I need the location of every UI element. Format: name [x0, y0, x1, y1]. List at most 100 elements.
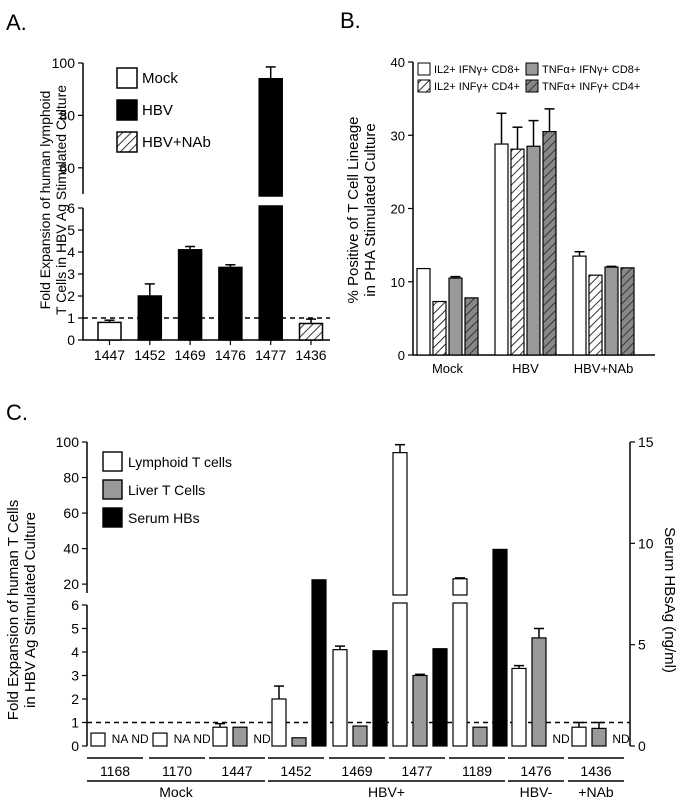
- panel-b-ytick-label: 30: [391, 128, 405, 143]
- panel-c-category-label: 1447: [221, 763, 252, 779]
- panel-b-plot: 0 10 20 30 40 Mock HBV HBV+NAb IL2+ IFNγ+ CD8+ IL…: [391, 55, 655, 376]
- panel-c-ylabel-1: Fold Expansion of human T Cells: [5, 500, 22, 720]
- bar-1452-0: [271, 698, 287, 747]
- bar-Mock-0: [416, 267, 431, 356]
- panel-a-ytick-label: 0: [67, 332, 75, 348]
- panel-b-ytick-label: 0: [398, 348, 405, 363]
- panel-c-group-label: HBV-: [520, 784, 553, 800]
- panel-c-category-label: 1469: [341, 763, 372, 779]
- panel-c-na-label: ND: [253, 732, 271, 746]
- panel-b-ylabel-1: % Positive of T Cell Lineage: [345, 116, 362, 303]
- bar-HBV-1: [510, 148, 525, 356]
- panel-c-category-label: 1477: [401, 763, 432, 779]
- bar-1452: [137, 295, 163, 341]
- bar-1452-1: [291, 737, 307, 747]
- panel-a-ylabel-2: T Cells in HBV Ag Stimulated Culture: [53, 85, 69, 315]
- bar-1189-1: [472, 726, 488, 747]
- panel-a-xtick-label: 1447: [94, 347, 125, 363]
- bar-HBV+NAb-3: [620, 267, 635, 356]
- panel-a-xtick-label: 1476: [215, 347, 246, 363]
- panel-c-na-label: ND: [552, 732, 570, 746]
- panel-c-na-label: ND: [193, 732, 211, 746]
- bar-1477-1: [412, 674, 428, 747]
- panel-c-legend-swatch: [102, 507, 123, 528]
- bar-HBV-2: [526, 145, 541, 356]
- panel-a-ylabel-1: Fold Expansion of human lymphoid: [37, 91, 53, 310]
- bar-1189-0-upper: [452, 578, 468, 596]
- panel-a-legend-swatch: [116, 131, 138, 153]
- panel-c-y2tick-label: 5: [638, 637, 646, 653]
- panel-c-category-label: 1452: [280, 763, 311, 779]
- bar-1469-0: [332, 649, 348, 747]
- panel-b-legend-swatch: [525, 62, 539, 76]
- bar-1452-2: [311, 579, 327, 747]
- panel-b-ytick-label: 20: [391, 202, 405, 217]
- panel-c-legend-swatch: [102, 479, 123, 500]
- bar-1436-0: [571, 726, 587, 747]
- bar-HBV-3: [542, 130, 557, 356]
- bar-1476-0: [511, 667, 527, 747]
- bar-1469-2: [372, 650, 388, 747]
- bar-1447-1: [232, 726, 248, 747]
- panel-a-legend-swatch: [116, 67, 138, 89]
- bar-1477-2: [432, 648, 448, 747]
- bar-1477-0-lower: [392, 602, 408, 747]
- bar-1189-2: [492, 548, 508, 747]
- bar-HBV+NAb-0: [572, 255, 587, 356]
- panel-c-ytick-label: 60: [63, 505, 79, 521]
- panel-c-group-label: +NAb: [578, 784, 614, 800]
- panel-c-ytick-label: 1: [71, 715, 79, 731]
- panel-b-ylabel-2: in PHA Stimulated Culture: [362, 123, 379, 296]
- bar-1436-1: [591, 727, 607, 747]
- panel-b-label: B.: [340, 8, 361, 33]
- panel-c-legend-label: Lymphoid T cells: [128, 454, 232, 470]
- panel-c-legend-swatch: [102, 451, 123, 472]
- bar-1469-1: [352, 725, 368, 747]
- panel-b-legend-label: TNFα+ INFγ+ CD4+: [542, 81, 640, 93]
- bar-1170-0: [152, 732, 168, 747]
- panel-a-legend-label: HBV+NAb: [142, 134, 211, 151]
- bar-1436: [298, 322, 324, 341]
- panel-c-group-label: Mock: [159, 784, 193, 800]
- panel-c-y2tick-label: 15: [638, 434, 654, 450]
- panel-c-label: C.: [6, 400, 28, 425]
- panel-b-legend-label: TNFα+ IFNγ+ CD8+: [542, 64, 640, 76]
- panel-b-category-label: HBV: [512, 361, 539, 376]
- panel-b-ytick-label: 40: [391, 55, 405, 70]
- panel-c-na-label: ND: [612, 732, 630, 746]
- panel-c-category-label: 1170: [162, 763, 192, 779]
- bar-Mock-3: [464, 297, 479, 356]
- panel-b-legend-swatch: [417, 79, 431, 93]
- bar-1477-upper: [258, 77, 283, 197]
- panel-c-ytick-label: 6: [71, 597, 79, 613]
- panel-a-ytick-label: 6: [67, 200, 75, 216]
- panel-c-ylabel-2: in HBV Ag Stimulated Culture: [22, 512, 39, 708]
- bar-Mock-1: [432, 300, 447, 356]
- bar-1447-0: [212, 726, 228, 747]
- panel-c-legend-label: Liver T Cells: [128, 482, 205, 498]
- bar-HBV+NAb-1: [588, 274, 603, 356]
- panel-a-plot: 0 1 2 3 4 5 6 60 80 100 1447 1452 1469 1476 1477 1436 Mo…: [52, 55, 330, 363]
- panel-a-xtick-label: 1452: [134, 347, 165, 363]
- bar-Mock-2: [448, 277, 463, 356]
- bar-HBV-0: [494, 143, 509, 356]
- bar-1469: [177, 249, 203, 341]
- bar-1476: [218, 266, 243, 341]
- panel-a-ytick-label: 100: [52, 55, 76, 71]
- bar-1447: [97, 321, 122, 341]
- panel-b-category-label: Mock: [432, 361, 464, 376]
- panel-c-category-label: 1189: [462, 763, 492, 779]
- panel-a-ytick-label: 60: [59, 160, 75, 176]
- panel-c-category-label: 1168: [100, 763, 130, 779]
- panel-a-ytick-label: 5: [67, 222, 75, 238]
- panel-b-legend-swatch: [417, 62, 431, 76]
- bar-HBV+NAb-2: [604, 266, 619, 356]
- panel-c-na-label: NA: [174, 732, 191, 746]
- panel-c-y2tick-label: 0: [638, 738, 646, 754]
- bar-1476-1: [531, 637, 547, 747]
- panel-a-xtick-label: 1469: [175, 347, 206, 363]
- panel-c-ytick-label: 5: [71, 621, 79, 637]
- panel-a-legend-label: HBV: [142, 102, 173, 119]
